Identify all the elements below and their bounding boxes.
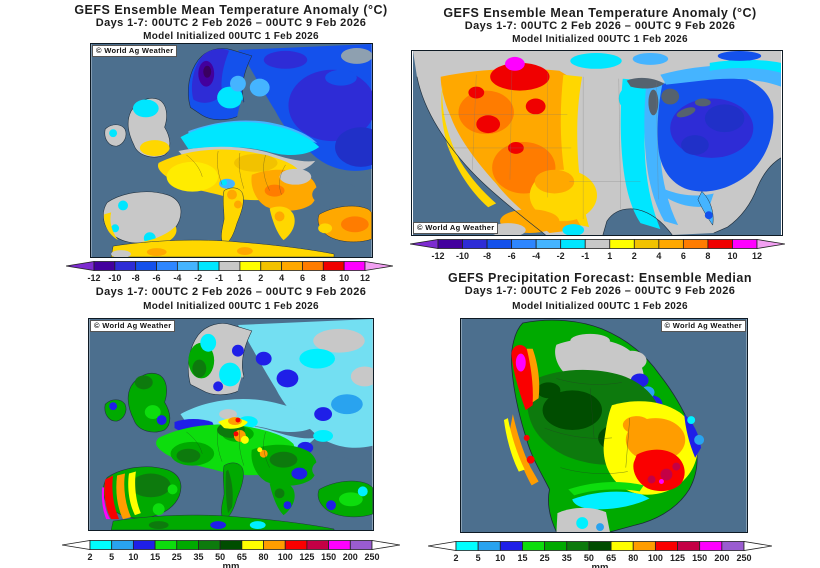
svg-text:-1: -1 — [215, 273, 223, 283]
svg-text:mm: mm — [592, 562, 609, 568]
svg-text:2: 2 — [453, 553, 458, 563]
svg-text:1: 1 — [237, 273, 242, 283]
svg-text:5: 5 — [109, 552, 114, 562]
svg-text:-2: -2 — [557, 251, 565, 261]
svg-text:4: 4 — [279, 273, 284, 283]
precipitation-colorbar-south-america: 2 5 10 15 25 35 50 65 80 100 125 150 200 250 mm — [427, 541, 773, 568]
panel-title-us-temp: GEFS Ensemble Mean Temperature Anomaly (… — [443, 6, 757, 20]
svg-text:-10: -10 — [108, 273, 121, 283]
svg-text:8: 8 — [705, 251, 710, 261]
panel-init-sa-precip: Model Initialized 00UTC 1 Feb 2026 — [512, 301, 688, 312]
svg-text:100: 100 — [648, 553, 663, 563]
svg-text:250: 250 — [364, 552, 379, 562]
svg-text:-6: -6 — [508, 251, 516, 261]
svg-text:15: 15 — [517, 553, 527, 563]
temperature-anomaly-colorbar-europe: -12 -10 -8 -6 -4 -2 -1 1 2 4 6 8 10 12 — [65, 261, 394, 285]
panel-subtitle-europe-precip: Days 1-7: 00UTC 2 Feb 2026 – 00UTC 9 Feb… — [95, 286, 367, 298]
svg-text:100: 100 — [278, 552, 293, 562]
svg-text:10: 10 — [128, 552, 138, 562]
svg-text:65: 65 — [606, 553, 616, 563]
svg-text:2: 2 — [87, 552, 92, 562]
svg-text:5: 5 — [476, 553, 481, 563]
svg-text:35: 35 — [193, 552, 203, 562]
watermark-world-ag-weather: © World Ag Weather — [413, 222, 499, 234]
panel-title-sa-precip: GEFS Precipitation Forecast: Ensemble Me… — [447, 271, 752, 285]
svg-text:4: 4 — [656, 251, 661, 261]
svg-text:-10: -10 — [456, 251, 469, 261]
svg-text:-2: -2 — [194, 273, 202, 283]
svg-text:12: 12 — [360, 273, 370, 283]
svg-text:8: 8 — [321, 273, 326, 283]
svg-text:10: 10 — [339, 273, 349, 283]
panel-subtitle-sa-precip: Days 1-7: 00UTC 2 Feb 2026 – 00UTC 9 Feb… — [464, 285, 736, 297]
svg-text:150: 150 — [321, 552, 336, 562]
svg-text:1: 1 — [607, 251, 612, 261]
svg-text:35: 35 — [562, 553, 572, 563]
watermark-world-ag-weather: © World Ag Weather — [92, 45, 178, 57]
svg-text:-8: -8 — [132, 273, 140, 283]
panel-title-europe-temp: GEFS Ensemble Mean Temperature Anomaly (… — [74, 3, 388, 17]
svg-text:50: 50 — [584, 553, 594, 563]
svg-text:2: 2 — [258, 273, 263, 283]
svg-text:12: 12 — [752, 251, 762, 261]
panel-subtitle-us-temp: Days 1-7: 00UTC 2 Feb 2026 – 00UTC 9 Feb… — [464, 20, 736, 32]
watermark-world-ag-weather: © World Ag Weather — [90, 320, 176, 332]
europe-precip-map-graphic — [89, 319, 373, 530]
svg-text:-8: -8 — [483, 251, 491, 261]
map-europe-temp-anomaly: © World Ag Weather — [90, 43, 373, 258]
watermark-world-ag-weather: © World Ag Weather — [660, 320, 746, 332]
sa-precip-map-graphic — [461, 319, 747, 532]
svg-text:-6: -6 — [153, 273, 161, 283]
svg-text:125: 125 — [299, 552, 314, 562]
temperature-anomaly-colorbar-us: -12 -10 -8 -6 -4 -2 -1 1 2 4 6 8 10 12 — [409, 239, 786, 263]
svg-text:-12: -12 — [87, 273, 100, 283]
svg-text:2: 2 — [632, 251, 637, 261]
svg-text:200: 200 — [714, 553, 729, 563]
map-us-temp-anomaly: © World Ag Weather — [411, 50, 783, 236]
svg-text:-1: -1 — [581, 251, 589, 261]
svg-text:6: 6 — [681, 251, 686, 261]
map-south-america-precipitation: © World Ag Weather — [460, 318, 748, 533]
svg-text:200: 200 — [343, 552, 358, 562]
svg-text:25: 25 — [172, 552, 182, 562]
svg-text:mm: mm — [223, 561, 240, 568]
panel-init-europe-temp: Model Initialized 00UTC 1 Feb 2026 — [143, 31, 319, 42]
svg-text:65: 65 — [237, 552, 247, 562]
svg-text:25: 25 — [540, 553, 550, 563]
svg-text:80: 80 — [628, 553, 638, 563]
svg-text:15: 15 — [150, 552, 160, 562]
svg-text:150: 150 — [692, 553, 707, 563]
svg-text:10: 10 — [495, 553, 505, 563]
svg-text:-4: -4 — [532, 251, 540, 261]
svg-text:-12: -12 — [431, 251, 444, 261]
precipitation-colorbar-europe: 2 5 10 15 25 35 50 65 80 100 125 150 200 250 mm — [61, 540, 401, 568]
panel-subtitle-europe-temp: Days 1-7: 00UTC 2 Feb 2026 – 00UTC 9 Feb… — [95, 17, 367, 29]
svg-text:125: 125 — [670, 553, 685, 563]
svg-text:250: 250 — [736, 553, 751, 563]
svg-text:10: 10 — [727, 251, 737, 261]
svg-text:-4: -4 — [173, 273, 181, 283]
svg-text:6: 6 — [300, 273, 305, 283]
map-europe-precipitation: © World Ag Weather — [88, 318, 374, 531]
europe-temp-map-graphic — [91, 44, 372, 257]
panel-init-europe-precip: Model Initialized 00UTC 1 Feb 2026 — [143, 301, 319, 312]
panel-init-us-temp: Model Initialized 00UTC 1 Feb 2026 — [512, 34, 688, 45]
us-temp-map-graphic — [413, 51, 782, 235]
svg-text:80: 80 — [259, 552, 269, 562]
svg-text:50: 50 — [215, 552, 225, 562]
